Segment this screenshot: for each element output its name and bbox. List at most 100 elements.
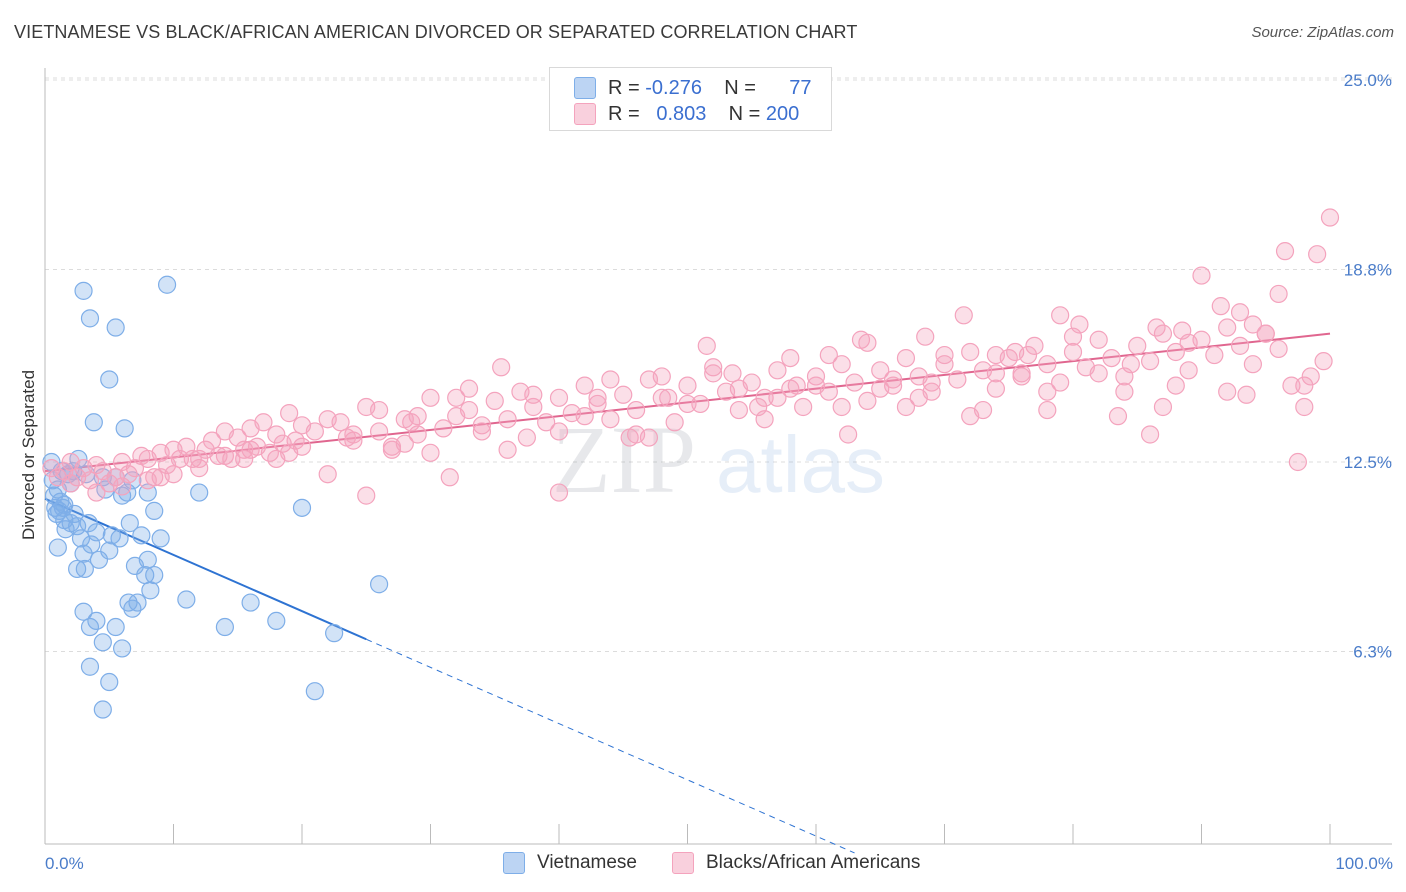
point-black [601, 410, 620, 429]
point-black [1308, 245, 1327, 264]
point-black [421, 388, 440, 407]
legend-n-value: 200 [765, 102, 800, 125]
point-vietnamese [190, 483, 209, 502]
point-black [871, 361, 890, 380]
point-black [1140, 425, 1160, 444]
watermark-atlas: atlas [716, 420, 885, 509]
legend-row-black: R = 0.803 N = 200 [574, 102, 799, 126]
point-black [408, 407, 427, 426]
point-black [652, 367, 671, 386]
series-legend: Vietnamese Blacks/African Americans [0, 852, 1406, 878]
point-black [524, 385, 543, 404]
point-vietnamese [93, 633, 112, 652]
point-vietnamese [84, 413, 103, 432]
data-points [42, 208, 1340, 719]
point-vietnamese [267, 611, 286, 631]
point-black [1089, 330, 1108, 349]
point-black [1102, 348, 1121, 368]
point-black [986, 364, 1006, 383]
point-vietnamese [215, 617, 234, 637]
point-black [1121, 355, 1140, 374]
point-black [620, 428, 639, 447]
point-vietnamese [42, 452, 61, 472]
point-vietnamese [115, 419, 134, 438]
point-black [588, 388, 607, 407]
point-vietnamese [325, 624, 344, 643]
point-black [1243, 315, 1263, 334]
point-black [183, 449, 202, 469]
point-black [1230, 336, 1250, 355]
point-black [768, 361, 787, 380]
point-vietnamese [145, 501, 164, 520]
point-black [588, 394, 607, 414]
point-black [858, 391, 877, 410]
point-black [832, 355, 851, 374]
point-black [1115, 382, 1134, 401]
point-black [575, 407, 594, 426]
point-vietnamese [106, 318, 125, 337]
point-vietnamese [145, 565, 164, 585]
point-black [961, 342, 980, 362]
point-black [749, 397, 768, 417]
point-black [1051, 373, 1070, 392]
x-tick-label: 0.0% [45, 854, 84, 873]
watermark-zip: ZIP [552, 406, 696, 513]
point-black [1237, 385, 1256, 404]
point-vietnamese [74, 602, 93, 621]
point-black [839, 425, 858, 444]
source-label: Source: ZipAtlas.com [1251, 24, 1394, 41]
point-vietnamese [120, 514, 139, 533]
point-vietnamese [305, 682, 324, 701]
point-black [280, 443, 299, 462]
point-vietnamese [110, 529, 129, 548]
point-black [768, 388, 787, 407]
point-black [267, 425, 286, 444]
y-tick-label: 6.3% [1353, 642, 1392, 661]
point-vietnamese [151, 529, 170, 548]
point-black [806, 367, 826, 386]
point-black [678, 394, 697, 414]
point-vietnamese [241, 593, 260, 612]
point-black [678, 376, 697, 395]
point-black [986, 345, 1006, 365]
point-black [472, 422, 491, 441]
point-black [819, 345, 838, 365]
point-black [87, 483, 106, 502]
point-black [459, 400, 479, 420]
point-black [1230, 303, 1250, 322]
point-black [845, 373, 864, 392]
point-black [1211, 297, 1230, 316]
y-tick-label: 12.5% [1344, 453, 1392, 472]
correlation-legend: R = -0.276 N = 77 R = 0.803 N = 200 [549, 67, 832, 131]
point-black [954, 306, 973, 325]
point-black [1269, 339, 1288, 359]
point-vietnamese [79, 514, 98, 533]
point-black [1006, 342, 1025, 362]
point-black [665, 413, 684, 432]
point-black [1038, 382, 1057, 401]
point-black [1173, 321, 1192, 340]
legend-row-vietnamese: R = -0.276 N = 77 [574, 76, 811, 100]
point-black [704, 364, 723, 383]
point-black [659, 388, 678, 407]
y-axis-title: Divorced or Separated [19, 370, 38, 540]
point-vietnamese [80, 309, 100, 328]
legend-swatch-black [574, 103, 596, 125]
point-black [787, 376, 806, 395]
chart-title: VIETNAMESE VS BLACK/AFRICAN AMERICAN DIV… [14, 22, 858, 42]
point-black [370, 400, 389, 420]
point-black [575, 376, 594, 395]
point-black [1256, 324, 1275, 343]
point-black [1243, 355, 1263, 374]
point-black [883, 370, 903, 389]
point-black [434, 419, 453, 438]
point-vietnamese [75, 559, 94, 579]
legend-r-label: R = [608, 76, 640, 99]
point-black [235, 449, 254, 469]
point-vietnamese [157, 275, 177, 294]
point-black [485, 391, 504, 410]
point-black [1012, 367, 1031, 386]
point-black [1166, 376, 1185, 395]
point-black [549, 483, 569, 502]
